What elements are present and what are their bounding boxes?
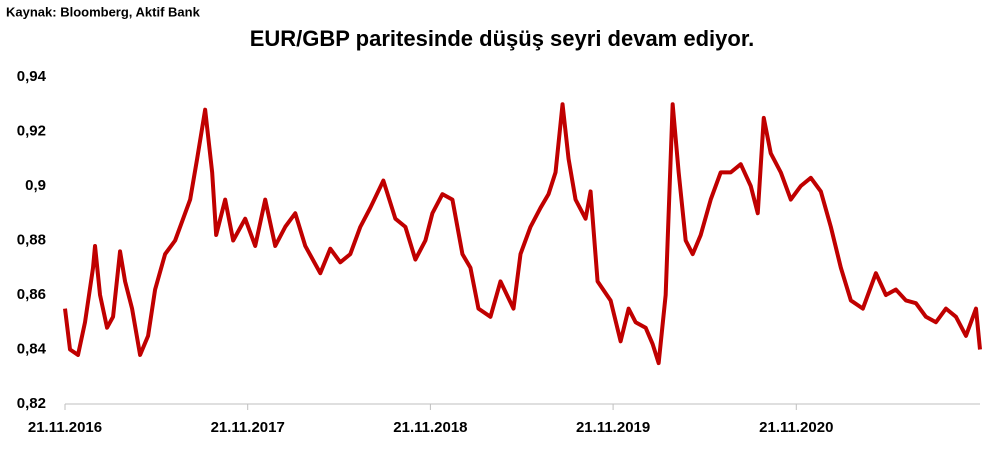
chart-title: EUR/GBP paritesinde düşüş seyri devam ed… xyxy=(250,26,755,51)
source: Kaynak: Bloomberg, Aktif Bank xyxy=(6,4,201,19)
x-tick-label: 21.11.2017 xyxy=(211,419,285,436)
x-tick-label: 21.11.2018 xyxy=(393,419,467,436)
y-tick-label: 0,88 xyxy=(17,231,46,248)
y-tick-label: 0,9 xyxy=(25,177,46,194)
x-tick-label: 21.11.2016 xyxy=(28,419,102,436)
y-tick-label: 0,94 xyxy=(17,68,47,85)
y-tick-label: 0,82 xyxy=(17,395,46,412)
y-tick-label: 0,84 xyxy=(17,340,47,357)
x-tick-label: 21.11.2019 xyxy=(576,419,650,436)
y-tick-label: 0,86 xyxy=(17,286,46,303)
line xyxy=(63,102,982,366)
y-tick-label: 0,92 xyxy=(17,122,46,139)
x-tick-label: 21.11.2020 xyxy=(759,419,833,436)
